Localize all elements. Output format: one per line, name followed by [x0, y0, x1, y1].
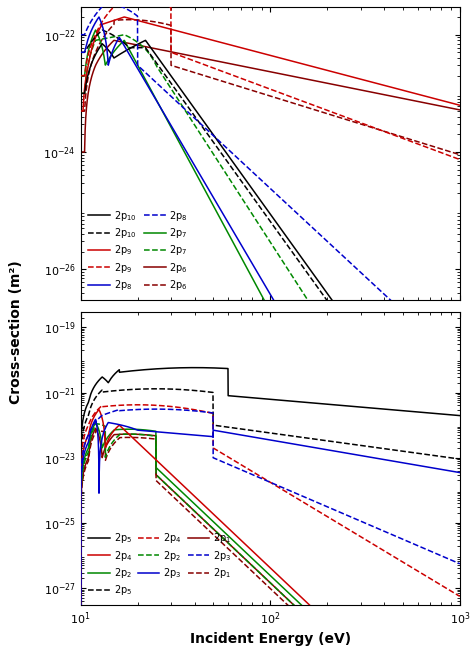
- Text: Cross-section (m²): Cross-section (m²): [9, 261, 24, 404]
- Legend: 2p$_5$, 2p$_4$, 2p$_2$, 2p$_5$, 2p$_4$, 2p$_2$, 2p$_3$, 2p$_1$, 2p$_3$, 2p$_1$: 2p$_5$, 2p$_4$, 2p$_2$, 2p$_5$, 2p$_4$, …: [85, 528, 234, 600]
- Legend: 2p$_{10}$, 2p$_{10}$, 2p$_9$, 2p$_9$, 2p$_8$, 2p$_8$, 2p$_7$, 2p$_7$, 2p$_6$, 2p: 2p$_{10}$, 2p$_{10}$, 2p$_9$, 2p$_9$, 2p…: [85, 205, 191, 295]
- X-axis label: Incident Energy (eV): Incident Energy (eV): [190, 632, 351, 646]
